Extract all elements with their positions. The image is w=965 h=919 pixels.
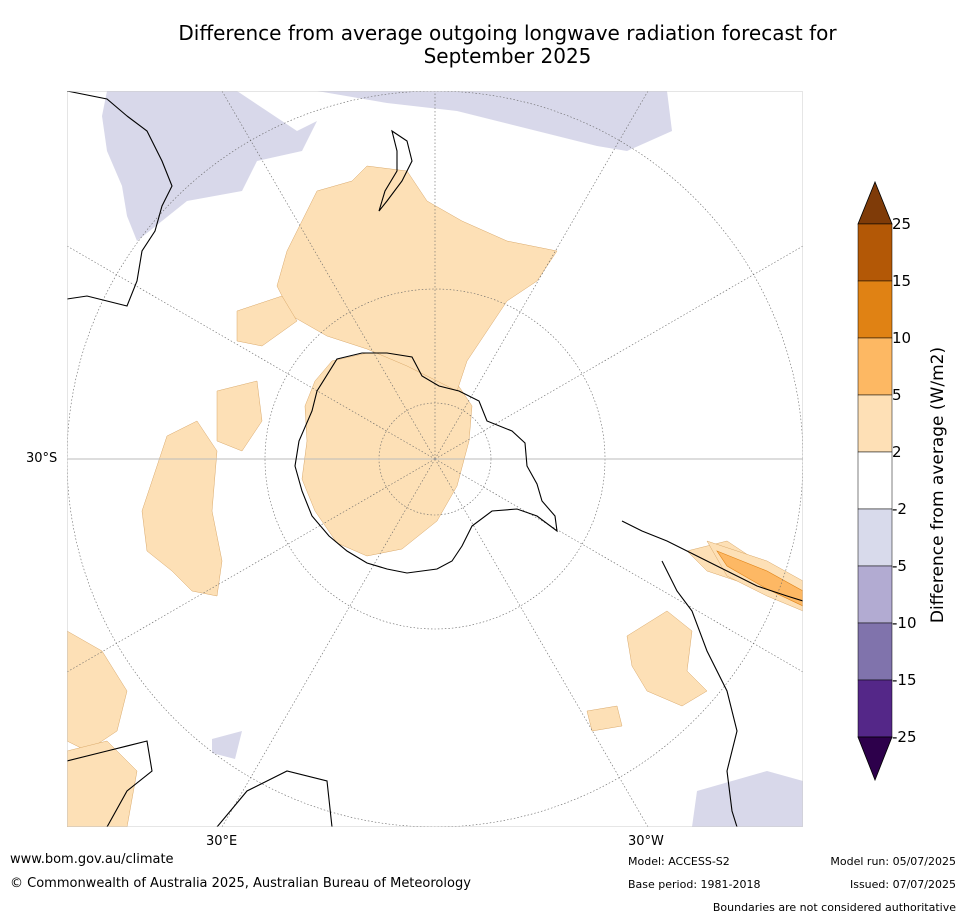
colorbar-bottom-arrow [857, 736, 893, 782]
colorbar-band-15-25 [857, 223, 893, 282]
title-line-2: September 2025 [423, 44, 592, 68]
footer-base-period: Base period: 1981-2018 [628, 878, 761, 891]
colorbar-title: Difference from average (W/m2) [928, 346, 948, 624]
coastlines [67, 91, 803, 827]
south-america-coast [621, 520, 803, 827]
indian-ocean-patch-b [236, 295, 298, 347]
negative-anomaly-north-right [317, 91, 672, 151]
map-area [67, 91, 803, 827]
colorbar-tick-25: 25 [892, 215, 912, 233]
title-line-1: Difference from average outgoing longwav… [178, 21, 837, 45]
colorbar-tick-5: 5 [892, 386, 902, 404]
longitude-label-30w: 30°W [628, 834, 664, 849]
latitude-label-30s: 30°S [26, 451, 58, 466]
new-zealand-coast [378, 129, 413, 212]
western-patch [67, 630, 128, 752]
atlantic-patch [586, 705, 623, 732]
footer-model: Model: ACCESS-S2 [628, 855, 730, 868]
south-america-patch [626, 610, 708, 707]
colorbar-band-m15-m10 [857, 622, 893, 681]
footer-website: www.bom.gov.au/climate [10, 852, 174, 867]
colorbar-tick-15: 15 [892, 272, 912, 290]
colorbar-tick-m25: -25 [892, 728, 917, 746]
negative-anomaly-southeast [692, 771, 803, 827]
colorbar-band-m2-2 [857, 451, 893, 510]
map-frame [67, 91, 803, 827]
colorbar-tick-m10: -10 [892, 614, 917, 632]
footer-disclaimer: Boundaries are not considered authoritat… [712, 901, 956, 914]
footer-model-run: Model run: 05/07/2025 [830, 855, 956, 868]
australia-coast [67, 91, 173, 307]
indian-ocean-patch-a [216, 380, 263, 452]
colorbar-band-m10-m5 [857, 565, 893, 624]
antarctica-coast [294, 352, 558, 574]
footer-copyright: © Commonwealth of Australia 2025, Austra… [10, 876, 471, 891]
colorbar-band-10-15 [857, 280, 893, 339]
anomaly-5-10 [716, 550, 803, 607]
africa-coast [67, 740, 333, 827]
colorbar-band-m5-m2 [857, 508, 893, 567]
colorbar-top-arrow [857, 180, 893, 225]
strong-anomaly-areas [716, 550, 803, 607]
negative-anomaly-north [102, 91, 317, 241]
negative-anomaly-south [212, 731, 242, 759]
colorbar [857, 180, 893, 782]
colorbar-band-m25-m15 [857, 679, 893, 738]
colorbar-tick-m5: -5 [892, 557, 907, 575]
longitude-label-30e: 30°E [206, 834, 238, 849]
colorbar-band-2-5 [857, 394, 893, 453]
map-title: Difference from average outgoing longwav… [60, 22, 955, 68]
negative-anomaly-areas [102, 91, 803, 827]
colorbar-tick-m15: -15 [892, 671, 917, 689]
colorbar-tick-2: 2 [892, 443, 902, 461]
colorbar-tick-m2: -2 [892, 500, 907, 518]
indian-ocean-band [141, 420, 223, 597]
footer-issued: Issued: 07/07/2025 [849, 878, 956, 891]
colorbar-tick-10: 10 [892, 329, 912, 347]
colorbar-band-5-10 [857, 337, 893, 396]
